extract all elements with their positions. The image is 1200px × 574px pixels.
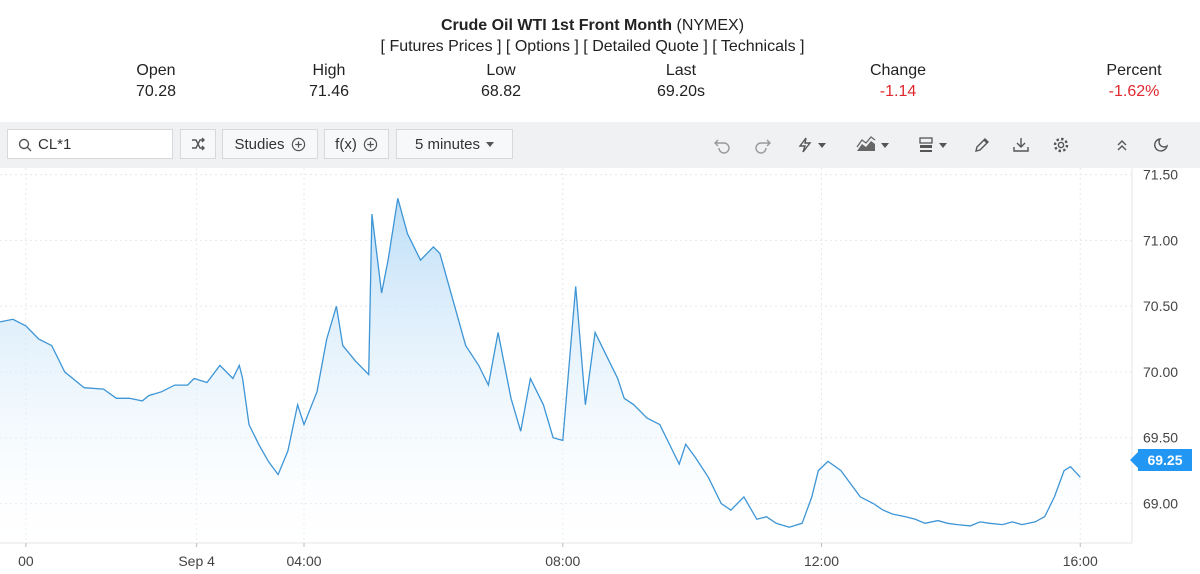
stat-label: Low — [486, 62, 516, 79]
chevron-down-icon — [486, 141, 495, 147]
stat-value: -1.14 — [879, 83, 917, 100]
options-link[interactable]: Options — [514, 38, 570, 55]
download-icon[interactable] — [1010, 134, 1032, 156]
stat-low: Low 68.82 — [470, 60, 532, 102]
stat-label: Last — [665, 62, 697, 79]
collapse-icon[interactable] — [1111, 134, 1133, 156]
x-axis: 00 Sep 4 04:00 08:00 12:00 16:00 — [18, 543, 1098, 569]
lightning-icon[interactable] — [791, 134, 831, 156]
shuffle-icon — [192, 137, 205, 151]
chart-toolbar: CL*1 Studies f(x) 5 minutes — [0, 122, 1200, 168]
stat-value: 71.46 — [308, 83, 350, 100]
y-tick-label: 70.00 — [1143, 364, 1178, 380]
interval-select[interactable]: 5 minutes — [396, 129, 513, 159]
studies-label: Studies — [234, 135, 285, 153]
x-tick-label: 04:00 — [286, 553, 321, 569]
plus-circle-icon — [291, 137, 305, 151]
detailed-quote-link[interactable]: Detailed Quote — [592, 38, 699, 55]
pencil-icon[interactable] — [971, 134, 993, 156]
layout-icon[interactable] — [912, 134, 952, 156]
x-tick-label: 16:00 — [1063, 553, 1098, 569]
x-tick-label: 12:00 — [804, 553, 839, 569]
x-tick-label: 00 — [18, 553, 34, 569]
fx-label: f(x) — [335, 135, 357, 153]
gear-icon[interactable] — [1050, 134, 1072, 156]
stat-open: Open 70.28 — [125, 60, 187, 102]
futures-prices-link[interactable]: Futures Prices — [389, 38, 493, 55]
stat-value: 70.28 — [135, 83, 177, 100]
y-tick-label: 70.50 — [1143, 298, 1178, 314]
chevron-down-icon — [881, 142, 889, 148]
y-axis: 71.50 71.00 70.50 70.00 69.50 69.00 — [1143, 168, 1178, 512]
price-chart[interactable]: 71.50 71.00 70.50 70.00 69.50 69.00 00 Sep 4 04… — [0, 168, 1200, 574]
symbol-input[interactable]: CL*1 — [7, 129, 173, 159]
interval-value: 5 minutes — [414, 135, 481, 153]
redo-icon[interactable] — [752, 134, 774, 156]
exchange-label: (NYMEX) — [676, 17, 745, 34]
price-area — [0, 198, 1081, 544]
stat-high: High 71.46 — [298, 60, 360, 102]
instrument-title: Crude Oil WTI 1st Front Month (NYMEX) — [0, 17, 1185, 35]
stat-label: Change — [869, 62, 927, 79]
stat-last: Last 69.20s — [646, 60, 716, 102]
x-tick-label: Sep 4 — [178, 553, 215, 569]
y-tick-label: 69.50 — [1143, 430, 1178, 446]
chevron-down-icon — [939, 142, 947, 148]
area-chart-icon[interactable] — [851, 134, 893, 156]
chevron-down-icon — [818, 142, 826, 148]
moon-icon[interactable] — [1150, 134, 1172, 156]
fx-button[interactable]: f(x) — [324, 129, 389, 159]
compare-button[interactable] — [180, 129, 216, 159]
stat-label: High — [312, 62, 346, 79]
instrument-name: Crude Oil WTI 1st Front Month — [440, 17, 673, 34]
last-price-tag: 69.25 — [1130, 449, 1192, 471]
x-tick-label: 08:00 — [545, 553, 580, 569]
search-icon — [18, 138, 32, 152]
symbol-value: CL*1 — [38, 136, 72, 153]
stat-value: 68.82 — [480, 83, 522, 100]
quote-links: [ Futures Prices ] [ Options ] [ Detaile… — [380, 38, 805, 55]
price-line — [0, 198, 1081, 528]
stat-percent: Percent -1.62% — [1094, 60, 1174, 102]
technicals-link[interactable]: Technicals — [720, 38, 796, 55]
stat-label: Open — [136, 62, 176, 79]
y-tick-label: 71.50 — [1143, 168, 1178, 183]
stat-value: -1.62% — [1108, 83, 1160, 100]
plus-circle-icon — [363, 137, 378, 151]
undo-icon[interactable] — [711, 134, 733, 156]
y-tick-label: 71.00 — [1143, 232, 1178, 248]
y-tick-label: 69.00 — [1143, 496, 1178, 512]
stat-change: Change -1.14 — [858, 60, 938, 102]
studies-button[interactable]: Studies — [222, 129, 318, 159]
stat-label: Percent — [1106, 62, 1162, 79]
stat-value: 69.20s — [656, 83, 706, 100]
